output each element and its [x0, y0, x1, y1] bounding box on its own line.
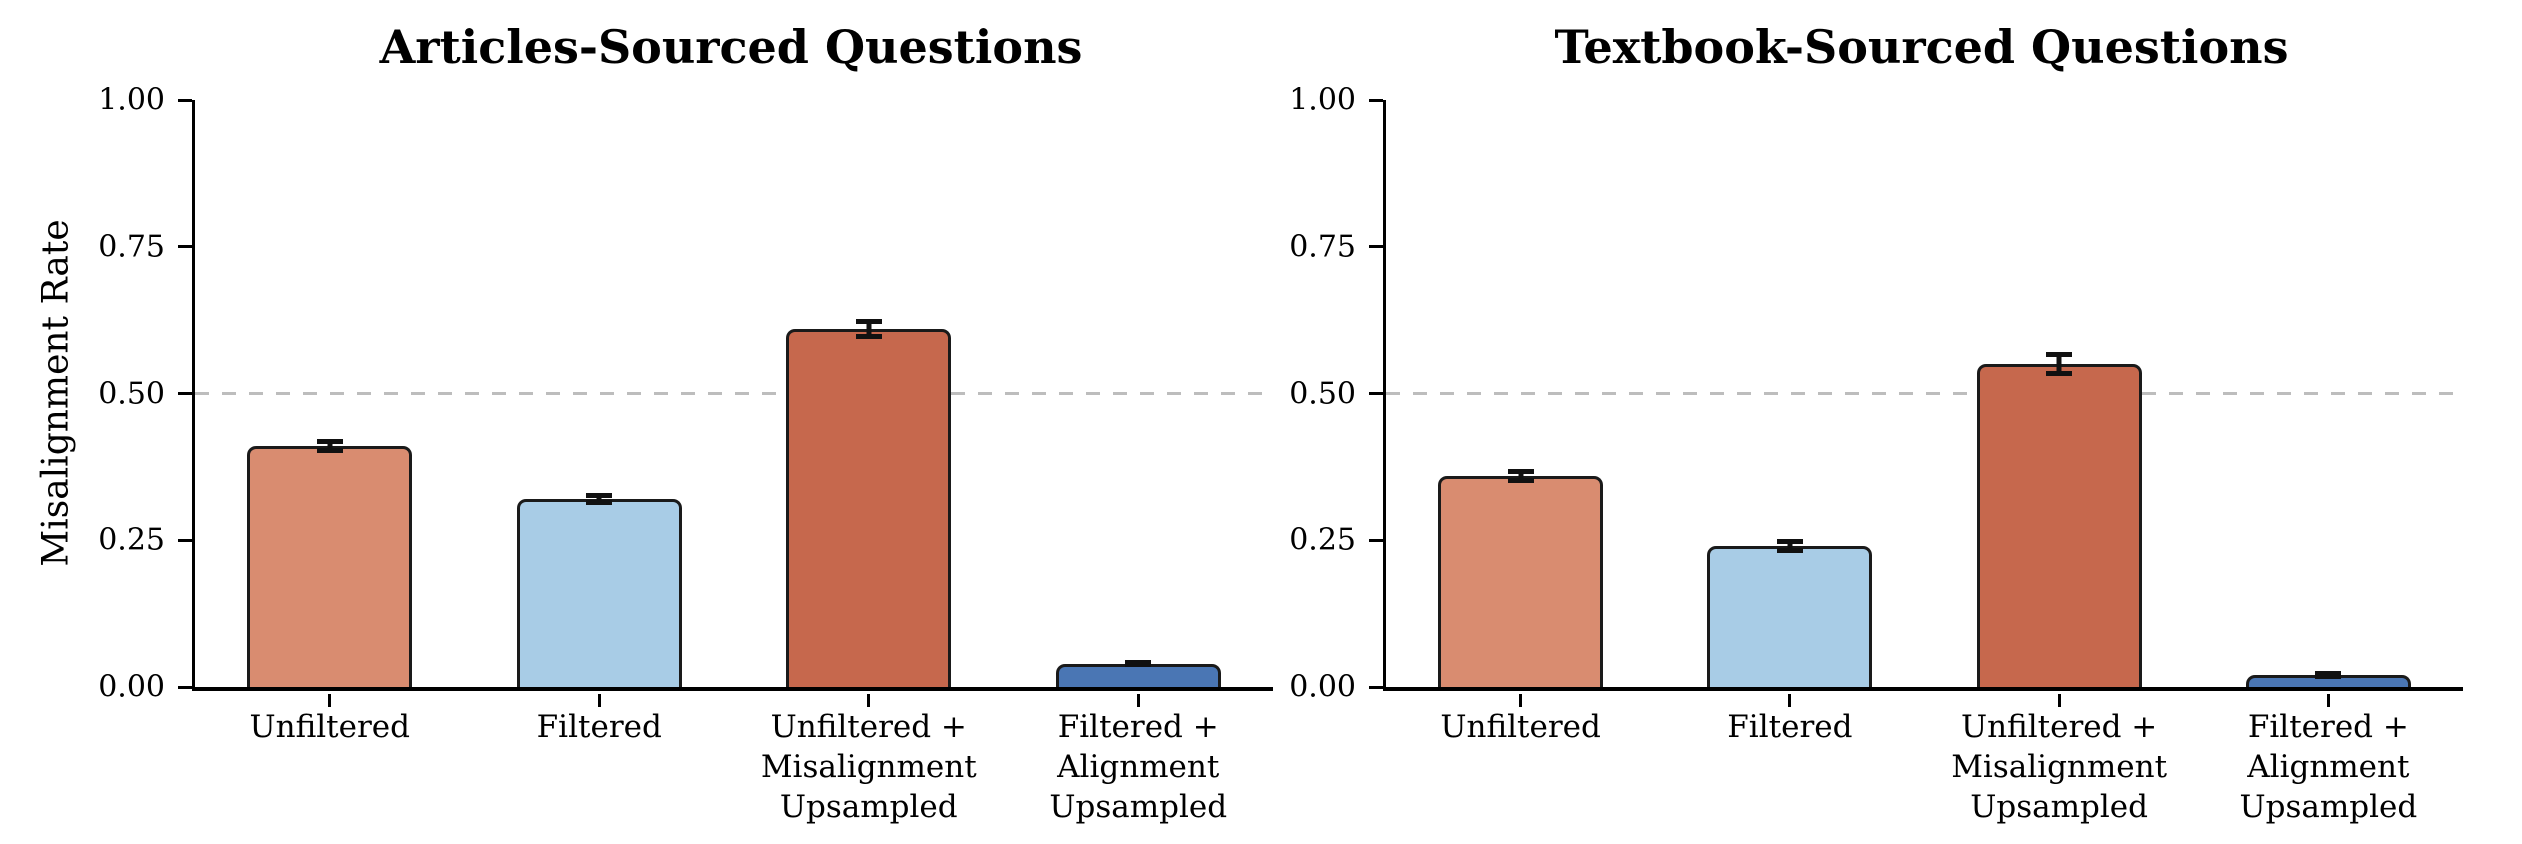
- y-tick-label-0.00: 0.00: [1289, 669, 1356, 705]
- bar-unfiltered: [1438, 475, 1604, 687]
- y-tick-1.00: [1369, 98, 1383, 102]
- y-tick-0.75: [1369, 245, 1383, 249]
- x-axis-category-label: Unfiltered: [249, 709, 411, 745]
- error-cap-top: [586, 493, 613, 499]
- error-cap-bottom: [1776, 548, 1803, 554]
- x-tick-unfiltered-misalignment-upsampled: [2057, 694, 2061, 707]
- bar-unfiltered-misalignment-upsampled: [1976, 364, 2142, 687]
- x-tick-unfiltered: [1519, 694, 1523, 707]
- x-axis-category-label: Filtered + Alignment Upsampled: [2239, 709, 2418, 825]
- error-whisker: [2056, 352, 2062, 376]
- error-whisker: [596, 493, 602, 506]
- y-tick-label-0.50: 0.50: [1289, 376, 1356, 411]
- error-cap-top: [855, 318, 882, 324]
- y-tick-label-1.00: 1.00: [98, 82, 165, 118]
- bar-unfiltered-misalignment-upsampled: [786, 328, 952, 687]
- error-cap-top: [316, 439, 343, 445]
- reference-line: [195, 392, 1273, 395]
- y-tick-label-0.75: 0.75: [98, 229, 165, 265]
- error-whisker: [1518, 468, 1524, 483]
- error-cap-top: [1776, 539, 1803, 545]
- error-bar-filtered-alignment-upsampled: [1125, 660, 1152, 668]
- error-bar-filtered-alignment-upsampled: [2315, 671, 2342, 680]
- bar-filtered-alignment-upsampled: [1055, 663, 1221, 687]
- y-tick-0.75: [178, 245, 192, 249]
- y-axis-label: Misalignment Rate: [35, 219, 77, 567]
- x-axis-category-label: Filtered: [1727, 709, 1853, 745]
- error-cap-top: [2315, 671, 2342, 677]
- error-cap-top: [2046, 352, 2073, 358]
- chart-title-articles: Articles-Sourced Questions: [379, 20, 1083, 74]
- error-cap-bottom: [316, 448, 343, 454]
- y-tick-label-0.25: 0.25: [98, 522, 165, 558]
- error-cap-bottom: [2046, 370, 2073, 376]
- x-axis-category-label: Unfiltered: [1440, 709, 1601, 745]
- x-axis-category-label: Unfiltered + Misalignment Upsampled: [760, 709, 977, 825]
- subplot-articles: Articles-Sourced Questions Misalignment …: [35, 20, 1273, 825]
- error-cap-bottom: [1507, 477, 1534, 483]
- y-tick-label-0.00: 0.00: [98, 669, 165, 705]
- error-cap-bottom: [855, 333, 882, 339]
- y-tick-0.25: [1369, 538, 1383, 542]
- y-tick-0.50: [1369, 392, 1383, 395]
- subplot-textbook: Textbook-Sourced Questions 0.00 0.25 0.50 0…: [1261, 0, 2522, 844]
- y-tick-label-0.25: 0.25: [1289, 522, 1356, 558]
- y-tick-label-1.00: 1.00: [1289, 82, 1356, 118]
- bar-filtered: [516, 499, 682, 687]
- error-bar-filtered: [586, 493, 613, 506]
- error-whisker: [327, 439, 333, 454]
- bar-unfiltered: [247, 446, 413, 687]
- y-tick-0.00: [178, 685, 192, 689]
- x-tick-unfiltered-misalignment-upsampled: [867, 694, 871, 707]
- x-tick-filtered: [1788, 694, 1792, 707]
- x-axis-category-label: Filtered + Alignment Upsampled: [1049, 709, 1228, 825]
- error-bar-unfiltered: [316, 439, 343, 454]
- y-tick-1.00: [178, 98, 192, 102]
- error-bar-unfiltered-misalignment-upsampled: [2046, 352, 2073, 376]
- plot-area-articles: 0.00 0.25 0.50 0.75 1.00 Unfiltered Filtered Un…: [98, 83, 1273, 825]
- y-tick-label-0.75: 0.75: [1289, 229, 1356, 265]
- bar-filtered: [1707, 546, 1873, 687]
- y-tick-0.00: [1369, 685, 1383, 689]
- x-tick-unfiltered: [328, 694, 332, 707]
- error-cap-bottom: [2315, 674, 2342, 680]
- x-tick-filtered-alignment-upsampled: [1136, 694, 1140, 707]
- chart-title-textbook: Textbook-Sourced Questions: [1554, 20, 2289, 74]
- error-whisker: [866, 318, 872, 339]
- error-cap-top: [1507, 468, 1534, 474]
- error-bar-unfiltered-misalignment-upsampled: [855, 318, 882, 339]
- y-tick-0.50: [178, 392, 192, 395]
- x-tick-filtered-alignment-upsampled: [2326, 694, 2330, 707]
- plot-area-textbook: 0.00 0.25 0.50 0.75 1.00 Unfiltered Filtered Un…: [1289, 83, 2463, 825]
- y-tick-label-0.50: 0.50: [98, 376, 165, 411]
- error-bar-filtered: [1776, 539, 1803, 554]
- x-tick-filtered: [597, 694, 601, 707]
- x-axis-category-label: Filtered: [536, 709, 662, 745]
- error-bar-unfiltered: [1507, 468, 1534, 483]
- x-axis-category-label: Unfiltered + Misalignment Upsampled: [1951, 709, 2168, 825]
- reference-line: [1386, 392, 2463, 395]
- y-tick-0.25: [178, 538, 192, 542]
- error-cap-bottom: [586, 500, 613, 506]
- error-whisker: [1787, 539, 1793, 554]
- error-cap-bottom: [1125, 662, 1152, 668]
